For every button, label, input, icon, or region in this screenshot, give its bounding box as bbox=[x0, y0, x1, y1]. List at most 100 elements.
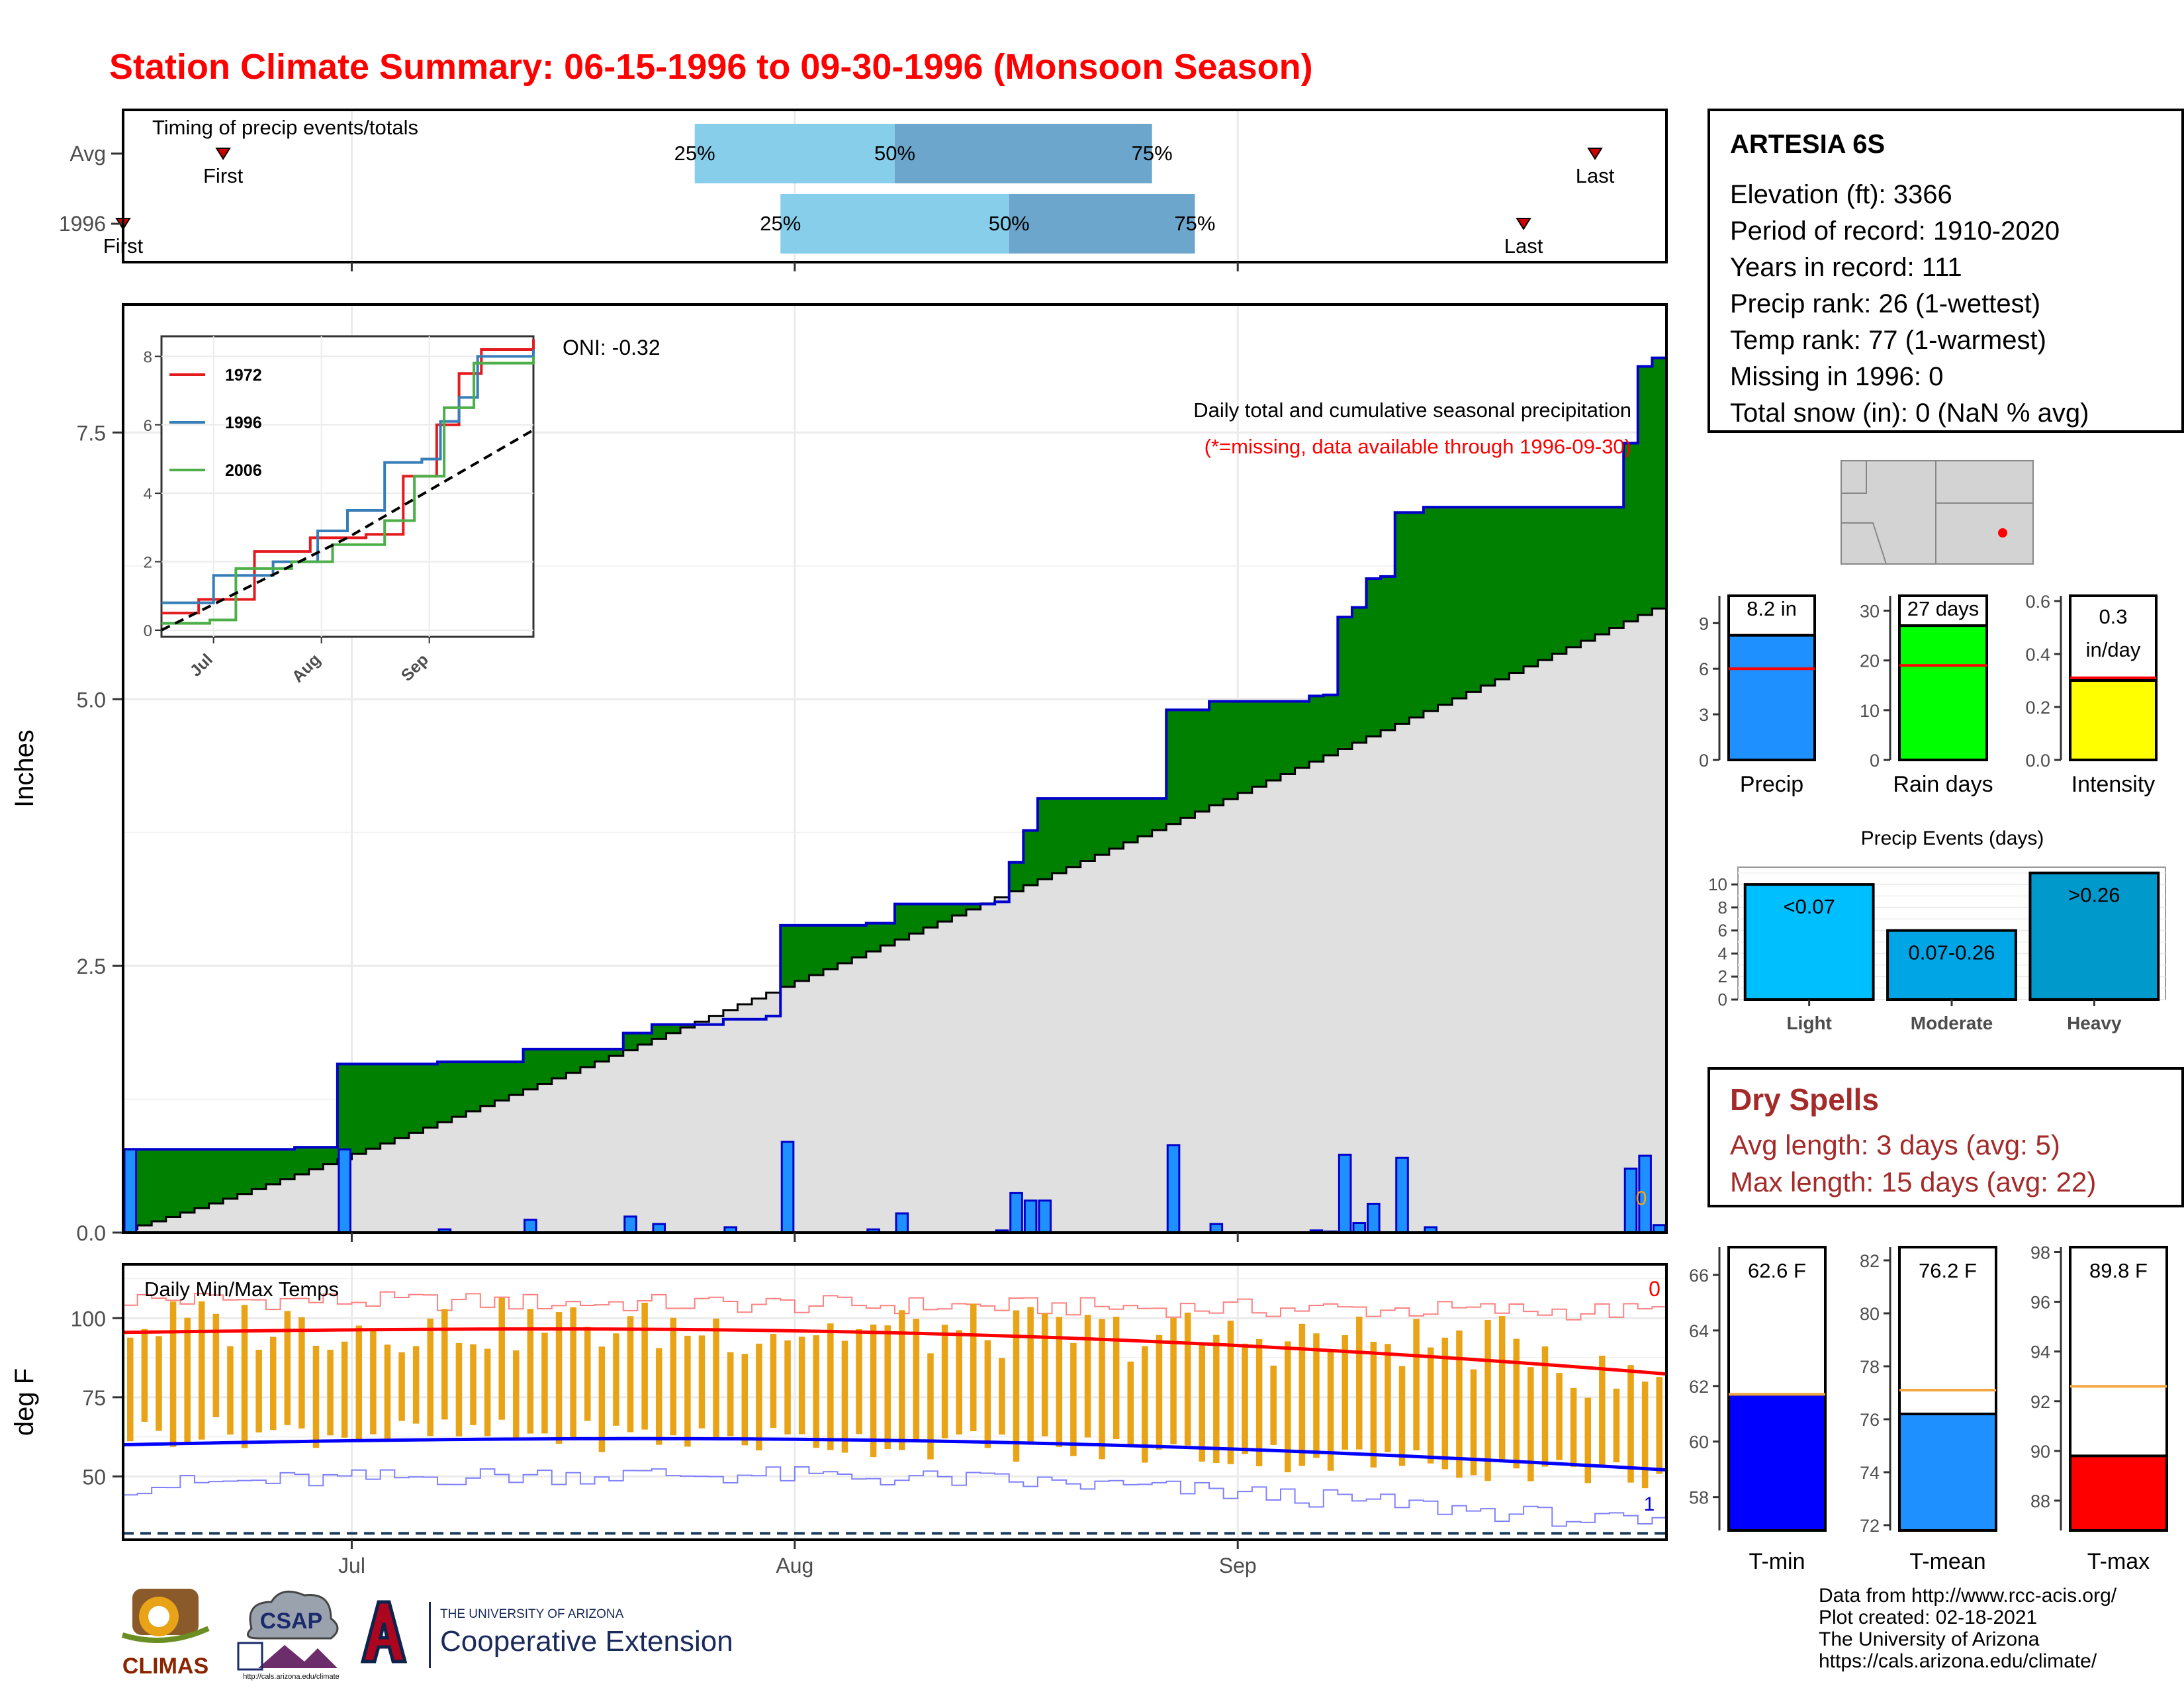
events-y-tick-label: 6 bbox=[1718, 921, 1727, 941]
inset-series-line bbox=[161, 356, 535, 625]
daily-precip-bar bbox=[1623, 1167, 1638, 1234]
extension-university-label: THE UNIVERSITY OF ARIZONA bbox=[440, 1607, 624, 1621]
daily-temp-range-bar bbox=[1242, 1343, 1248, 1454]
daily-precip-bar bbox=[338, 1148, 351, 1234]
daily-temp-range-bar bbox=[1541, 1346, 1549, 1467]
daily-temp-range-bar bbox=[1327, 1350, 1334, 1471]
daily-temp-range-bar bbox=[570, 1307, 576, 1439]
avg-max-temp-line bbox=[122, 1327, 1667, 1376]
climas-logo: CLIMAS bbox=[121, 1589, 210, 1679]
inset-series-line bbox=[161, 350, 535, 604]
temp-panel-title: Daily Min/Max Temps bbox=[144, 1278, 339, 1301]
events-y-tick-label: 4 bbox=[1718, 943, 1727, 963]
temp-y-tick-label: 100 bbox=[71, 1307, 106, 1331]
tmax-summary-name: T-max bbox=[2087, 1549, 2150, 1574]
tmin-summary-y-tick-label: 66 bbox=[1689, 1266, 1709, 1286]
map-borders bbox=[1841, 461, 2033, 565]
daily-temp-range-bar bbox=[555, 1312, 563, 1444]
daily-temp-range-bar bbox=[141, 1329, 148, 1422]
events-title: Precip Events (days) bbox=[1861, 827, 2044, 849]
daily-temp-range-bar bbox=[1199, 1342, 1205, 1462]
intensity-value-label: 0.3 bbox=[2099, 605, 2127, 628]
daily-precip-bar bbox=[1338, 1153, 1352, 1234]
inset-legend-label: 2006 bbox=[225, 461, 262, 480]
station-elevation: Elevation (ft): 3366 bbox=[1730, 180, 1952, 209]
tmax-summary-y-tick-label: 92 bbox=[2030, 1392, 2050, 1412]
daily-temp-range-bar bbox=[927, 1353, 934, 1460]
inset-average-line bbox=[161, 428, 535, 632]
daily-temp-range-bar bbox=[1456, 1330, 1463, 1478]
map-border bbox=[1841, 461, 1867, 494]
events-bar-label: >0.26 bbox=[2068, 884, 2120, 907]
daily-temp-range-bar bbox=[427, 1318, 433, 1436]
tmin-summary-y-tick-label: 58 bbox=[1689, 1488, 1709, 1508]
tmean-summary-y-tick-label: 82 bbox=[1860, 1251, 1880, 1271]
timing-row-label: 1996 bbox=[59, 212, 106, 236]
footer-plot-date: Plot created: 02-18-2021 bbox=[1819, 1607, 2038, 1628]
daily-temp-range-bar bbox=[1099, 1319, 1105, 1460]
precip-y-axis-label: Inches bbox=[10, 729, 39, 808]
daily-temp-range-bar bbox=[1285, 1341, 1291, 1473]
inset-y-tick-label: 8 bbox=[144, 348, 152, 366]
tmax-summary-y-tick-label: 98 bbox=[2030, 1243, 2050, 1263]
rain-days-y-tick-label: 0 bbox=[1870, 751, 1880, 771]
precip-total-name: Precip bbox=[1740, 772, 1803, 797]
daily-temp-range-bar bbox=[1013, 1310, 1020, 1462]
last-marker-icon bbox=[1587, 148, 1603, 160]
daily-temp-range-bar bbox=[1084, 1315, 1091, 1438]
station-period: Period of record: 1910-2020 bbox=[1730, 216, 2060, 246]
daily-temp-range-bar bbox=[1413, 1319, 1420, 1450]
daily-temp-range-bar bbox=[1398, 1366, 1406, 1466]
daily-temp-range-bar bbox=[1427, 1347, 1434, 1464]
daily-temp-range-bar bbox=[1584, 1397, 1591, 1483]
daily-temp-range-bar bbox=[1170, 1317, 1177, 1444]
inset-y-tick-label: 4 bbox=[144, 485, 152, 503]
daily-temp-range-bar bbox=[1613, 1388, 1620, 1463]
timing-first-label: First bbox=[203, 164, 244, 187]
daily-temp-range-bar bbox=[312, 1345, 320, 1448]
csap-logo-text: CSAP bbox=[260, 1609, 322, 1634]
daily-temp-range-bar bbox=[341, 1341, 348, 1438]
climas-logo-text: CLIMAS bbox=[122, 1654, 208, 1679]
daily-temp-range-bar bbox=[1255, 1338, 1263, 1467]
daily-temp-range-bar bbox=[327, 1350, 334, 1436]
daily-temp-range-bar bbox=[1227, 1321, 1234, 1464]
dry-spells-title: Dry Spells bbox=[1730, 1082, 1879, 1117]
daily-temp-range-bar bbox=[1385, 1344, 1391, 1452]
daily-temp-range-bar bbox=[713, 1318, 719, 1440]
temp-y-tick-label: 50 bbox=[82, 1465, 106, 1489]
daily-temp-range-bar bbox=[284, 1311, 291, 1425]
daily-temp-range-bar bbox=[199, 1301, 205, 1440]
daily-temp-range-bar bbox=[584, 1327, 591, 1421]
tmean-summary-y-tick-label: 76 bbox=[1860, 1410, 1880, 1430]
timing-bar-q1 bbox=[694, 124, 895, 183]
precip-total-y-tick-label: 6 bbox=[1699, 659, 1709, 679]
station-info-box: ARTESIA 6S Elevation (ft): 3366 Period o… bbox=[1707, 109, 2184, 433]
tmin-summary-y-tick-label: 62 bbox=[1689, 1377, 1709, 1397]
daily-temp-range-bar bbox=[984, 1340, 991, 1448]
daily-temp-range-bar bbox=[698, 1335, 705, 1429]
inset-y-tick-label: 2 bbox=[144, 554, 152, 572]
tmax-summary-y-tick-label: 94 bbox=[2030, 1342, 2050, 1362]
page-title: Station Climate Summary: 06-15-1996 to 0… bbox=[109, 47, 1313, 87]
daily-temp-range-bar bbox=[156, 1336, 162, 1431]
temp-panel-border bbox=[122, 1263, 1668, 1541]
daily-temp-range-bar bbox=[398, 1352, 405, 1421]
daily-temp-range-bar bbox=[598, 1346, 606, 1452]
station-temp-rank: Temp rank: 77 (1-warmest) bbox=[1730, 326, 2046, 355]
temp-missing-max: 0 bbox=[1649, 1277, 1661, 1301]
inset-y-tick-label: 0 bbox=[144, 622, 152, 640]
station-missing: Missing in 1996: 0 bbox=[1730, 362, 1944, 391]
events-category-label: Light bbox=[1786, 1013, 1831, 1033]
events-bar-label: <0.07 bbox=[1783, 895, 1835, 918]
intensity-y-tick-label: 0.0 bbox=[2025, 751, 2050, 771]
daily-temp-range-bar bbox=[1370, 1341, 1377, 1468]
daily-temp-range-bar bbox=[813, 1335, 819, 1448]
daily-temp-range-bar bbox=[999, 1358, 1005, 1435]
events-y-tick-label: 8 bbox=[1718, 898, 1727, 917]
daily-temp-range-bar bbox=[1356, 1316, 1363, 1450]
daily-precip-bar bbox=[1352, 1221, 1367, 1234]
temp-y-tick-label: 75 bbox=[82, 1386, 106, 1410]
daily-temp-range-bar bbox=[798, 1336, 805, 1434]
